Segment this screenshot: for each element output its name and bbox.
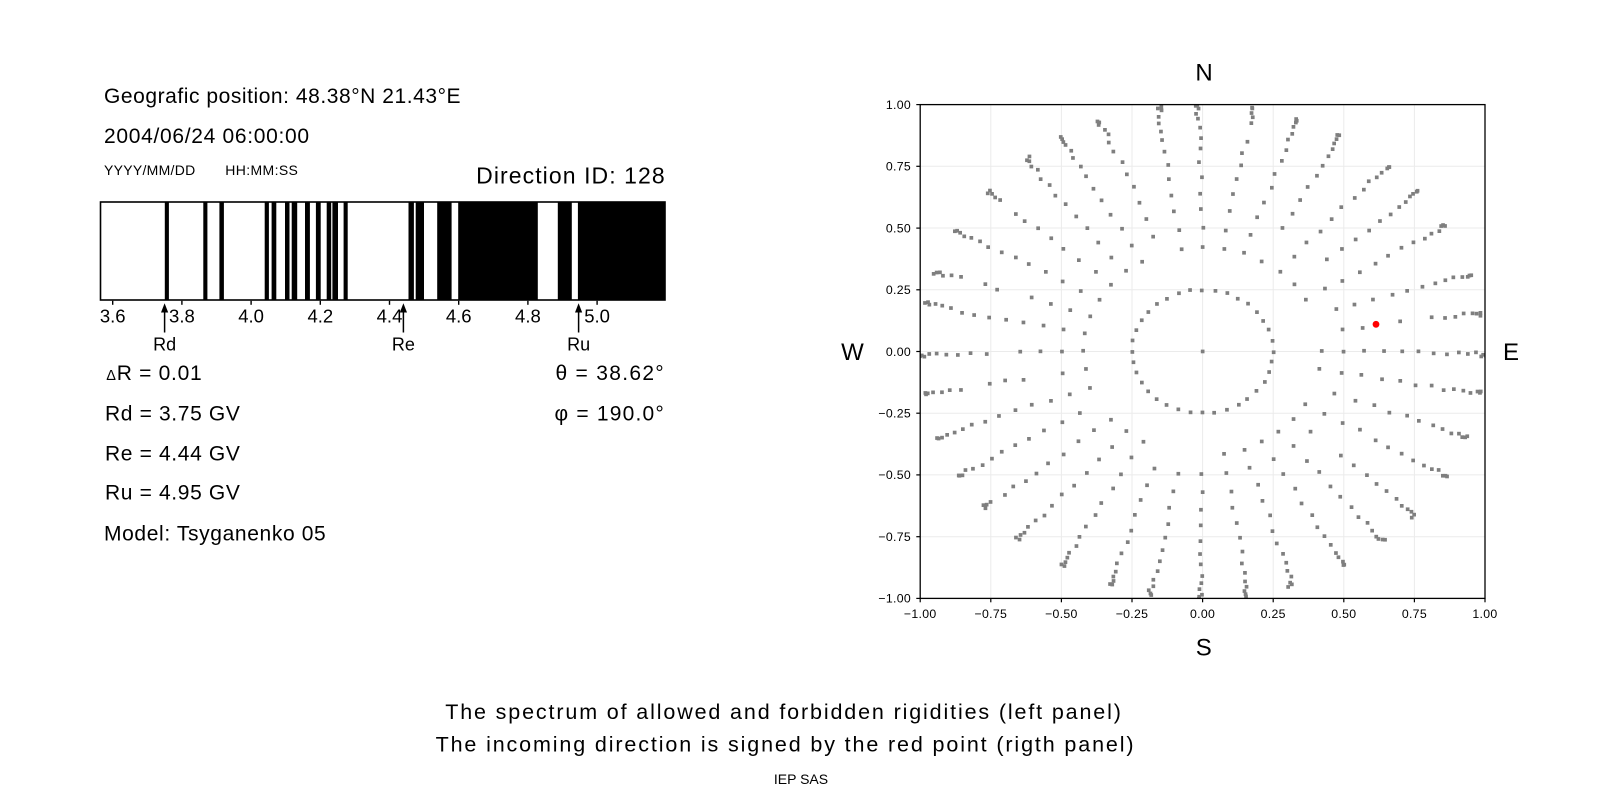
svg-text:S: S — [1196, 635, 1212, 662]
svg-text:0.75: 0.75 — [886, 160, 911, 174]
svg-text:Rd: Rd — [153, 335, 176, 355]
svg-text:3.6: 3.6 — [100, 305, 126, 326]
svg-text:Re: Re — [392, 335, 415, 355]
svg-text:−0.50: −0.50 — [1045, 607, 1078, 621]
svg-text:0.00: 0.00 — [1190, 607, 1215, 621]
svg-text:E: E — [1503, 339, 1519, 366]
svg-text:3.8: 3.8 — [169, 305, 195, 326]
svg-text:0.25: 0.25 — [1261, 607, 1286, 621]
svg-text:−0.25: −0.25 — [1116, 607, 1149, 621]
svg-text:4.6: 4.6 — [446, 305, 472, 326]
svg-text:Ru: Ru — [567, 335, 590, 355]
svg-text:1.00: 1.00 — [1472, 607, 1497, 621]
svg-text:2004/06/24 06:00:00: 2004/06/24 06:00:00 — [104, 125, 310, 148]
svg-text:ΔR = 0.01: ΔR = 0.01 — [106, 362, 202, 385]
svg-text:4.0: 4.0 — [238, 305, 264, 326]
svg-text:Geografic position: 48.38°N 21: Geografic position: 48.38°N 21.43°E — [104, 85, 461, 108]
svg-text:0.25: 0.25 — [886, 283, 911, 297]
svg-text:0.50: 0.50 — [1331, 607, 1356, 621]
svg-text:4.2: 4.2 — [307, 305, 333, 326]
svg-text:Ru = 4.95 GV: Ru = 4.95 GV — [105, 482, 241, 505]
svg-text:The spectrum of allowed and fo: The spectrum of allowed and forbidden ri… — [445, 700, 1123, 724]
svg-text:The incoming direction is sign: The incoming direction is signed by the … — [436, 733, 1136, 757]
svg-text:−0.25: −0.25 — [878, 407, 911, 421]
svg-text:Model: Tsyganenko 05: Model: Tsyganenko 05 — [104, 523, 326, 546]
svg-text:HH:MM:SS: HH:MM:SS — [225, 162, 298, 178]
svg-text:W: W — [841, 339, 864, 366]
svg-text:0.75: 0.75 — [1402, 607, 1427, 621]
svg-text:YYYY/MM/DD: YYYY/MM/DD — [104, 162, 195, 178]
svg-text:IEP SAS: IEP SAS — [774, 771, 828, 787]
svg-text:Re = 4.44 GV: Re = 4.44 GV — [105, 443, 241, 466]
svg-text:4.4: 4.4 — [377, 305, 403, 326]
svg-text:−1.00: −1.00 — [904, 607, 937, 621]
svg-text:θ = 38.62°: θ = 38.62° — [555, 362, 665, 385]
svg-text:φ = 190.0°: φ = 190.0° — [555, 403, 666, 426]
svg-text:Direction ID: 128: Direction ID: 128 — [476, 162, 666, 188]
svg-text:5.0: 5.0 — [584, 305, 610, 326]
svg-text:−0.75: −0.75 — [878, 530, 911, 544]
svg-text:N: N — [1195, 60, 1212, 87]
svg-text:−0.50: −0.50 — [878, 468, 911, 482]
svg-text:0.50: 0.50 — [886, 221, 911, 235]
svg-text:Rd = 3.75 GV: Rd = 3.75 GV — [105, 403, 241, 426]
svg-text:4.8: 4.8 — [515, 305, 541, 326]
svg-text:−1.00: −1.00 — [878, 592, 911, 606]
svg-text:0.00: 0.00 — [886, 345, 911, 359]
svg-text:1.00: 1.00 — [886, 98, 911, 112]
svg-text:−0.75: −0.75 — [974, 607, 1007, 621]
